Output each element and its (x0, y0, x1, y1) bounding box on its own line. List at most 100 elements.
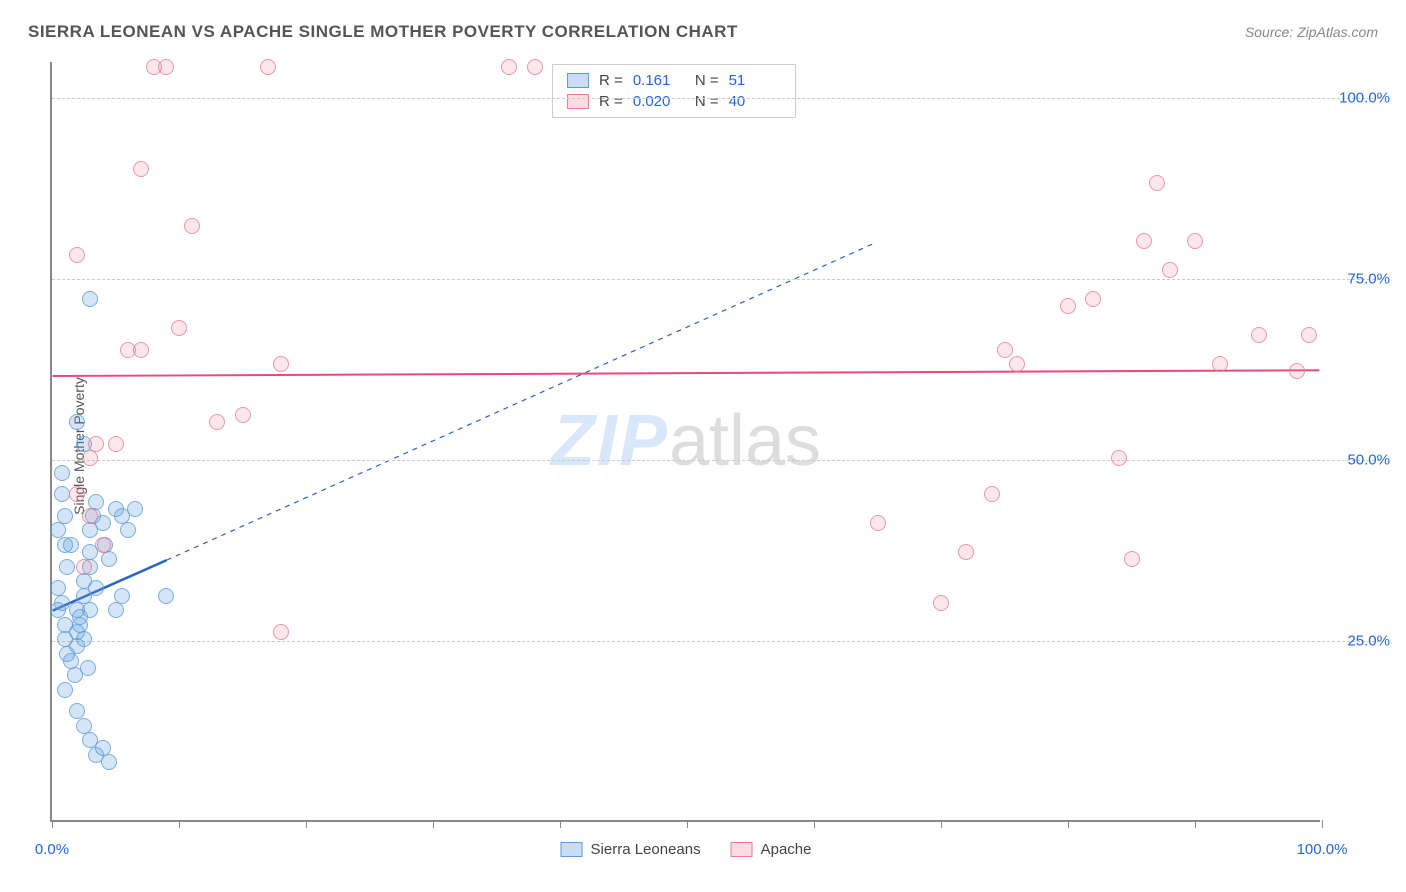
y-tick-label: 100.0% (1339, 90, 1390, 107)
data-point (235, 407, 251, 423)
x-tick-label: 0.0% (35, 841, 69, 858)
data-point (997, 342, 1013, 358)
data-point (69, 247, 85, 263)
data-point (114, 588, 130, 604)
plot-area: ZIPatlas R =0.161N =51R =0.020N =40 Sier… (50, 62, 1320, 822)
source-label: Source: ZipAtlas.com (1245, 24, 1378, 40)
gridline-h (52, 460, 1380, 461)
data-point (63, 653, 79, 669)
legend-row: R = 0.020 N = 40 (567, 91, 781, 112)
legend-label: Apache (761, 841, 812, 858)
data-point (209, 414, 225, 430)
data-point (1009, 356, 1025, 372)
data-point (108, 436, 124, 452)
x-tick (306, 820, 307, 828)
data-point (1149, 175, 1165, 191)
data-point (54, 595, 70, 611)
legend-swatch (567, 73, 589, 88)
legend-swatch (731, 842, 753, 857)
trend-line-extension (167, 242, 876, 560)
data-point (1212, 356, 1228, 372)
data-point (72, 617, 88, 633)
data-point (133, 342, 149, 358)
data-point (69, 486, 85, 502)
r-label: R = (599, 93, 623, 110)
n-value: 51 (729, 72, 781, 89)
y-tick-label: 25.0% (1347, 633, 1390, 650)
data-point (69, 414, 85, 430)
data-point (80, 660, 96, 676)
data-point (82, 291, 98, 307)
data-point (108, 602, 124, 618)
data-point (1111, 450, 1127, 466)
data-point (260, 59, 276, 75)
data-point (69, 602, 85, 618)
n-label: N = (695, 93, 719, 110)
n-label: N = (695, 72, 719, 89)
data-point (1301, 327, 1317, 343)
legend-row: R =0.161N =51 (567, 70, 781, 91)
y-tick-label: 50.0% (1347, 452, 1390, 469)
data-point (1085, 291, 1101, 307)
data-point (120, 522, 136, 538)
data-point (54, 465, 70, 481)
data-point (527, 59, 543, 75)
data-point (50, 580, 66, 596)
data-point (88, 580, 104, 596)
data-point (76, 631, 92, 647)
data-point (501, 59, 517, 75)
x-tick (814, 820, 815, 828)
data-point (984, 486, 1000, 502)
data-point (88, 436, 104, 452)
data-point (133, 161, 149, 177)
x-tick (560, 820, 561, 828)
data-point (1060, 298, 1076, 314)
data-point (127, 501, 143, 517)
data-point (57, 508, 73, 524)
data-point (76, 559, 92, 575)
series-legend: Sierra Leoneans Apache (561, 841, 812, 858)
chart-title: SIERRA LEONEAN VS APACHE SINGLE MOTHER P… (28, 22, 738, 42)
x-tick-label: 100.0% (1297, 841, 1348, 858)
data-point (82, 508, 98, 524)
gridline-h (52, 98, 1380, 99)
legend-label: Sierra Leoneans (591, 841, 701, 858)
x-tick (52, 820, 53, 828)
data-point (870, 515, 886, 531)
data-point (184, 218, 200, 234)
x-tick (433, 820, 434, 828)
gridline-h (52, 641, 1380, 642)
data-point (1251, 327, 1267, 343)
data-point (54, 486, 70, 502)
data-point (958, 544, 974, 560)
data-point (63, 537, 79, 553)
data-point (933, 595, 949, 611)
r-value: 0.161 (633, 72, 685, 89)
data-point (158, 588, 174, 604)
data-point (57, 682, 73, 698)
trend-lines-layer (52, 62, 1320, 820)
data-point (1289, 363, 1305, 379)
data-point (82, 450, 98, 466)
data-point (158, 59, 174, 75)
n-value: 40 (729, 93, 781, 110)
data-point (171, 320, 187, 336)
trend-line (53, 370, 1320, 376)
x-tick (1068, 820, 1069, 828)
data-point (59, 559, 75, 575)
data-point (1136, 233, 1152, 249)
x-tick (687, 820, 688, 828)
y-tick-label: 75.0% (1347, 271, 1390, 288)
data-point (1124, 551, 1140, 567)
legend-swatch (567, 94, 589, 109)
x-tick (1322, 820, 1323, 828)
x-tick (1195, 820, 1196, 828)
legend-item: Sierra Leoneans (561, 841, 701, 858)
data-point (1162, 262, 1178, 278)
x-tick (941, 820, 942, 828)
data-point (95, 537, 111, 553)
data-point (1187, 233, 1203, 249)
r-value: 0.020 (633, 93, 685, 110)
x-tick (179, 820, 180, 828)
data-point (273, 624, 289, 640)
